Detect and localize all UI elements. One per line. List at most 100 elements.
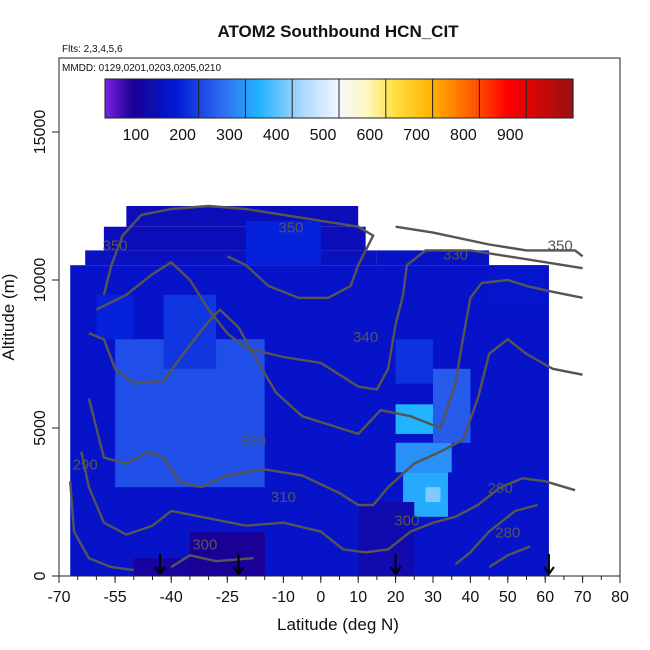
x-tick-label-6: 10 xyxy=(349,589,367,606)
colorbar-swatch-77 xyxy=(405,79,410,118)
colorbar-swatch-70 xyxy=(378,79,383,118)
y-tick-label-3: 15000 xyxy=(32,110,49,155)
contour-line-340-2 xyxy=(95,249,583,391)
colorbar-swatch-31 xyxy=(225,79,231,118)
colorbar-tick-label-5: 600 xyxy=(356,127,383,144)
colorbar-swatch-102 xyxy=(502,79,508,118)
colorbar-swatch-81 xyxy=(420,79,426,118)
contour-line-290-6 xyxy=(69,481,134,572)
colorbar-swatch-116 xyxy=(557,79,562,118)
colorbar-swatch-63 xyxy=(350,79,356,118)
heatmap-cells xyxy=(70,206,549,576)
heatmap-cell-14 xyxy=(433,368,471,443)
x-tick-label-12: 70 xyxy=(574,589,592,606)
colorbar-swatch-49 xyxy=(296,79,301,118)
contour-line-280-9 xyxy=(488,545,531,569)
contour-line-350-0 xyxy=(102,204,375,299)
colorbar-swatch-23 xyxy=(194,79,200,118)
colorbar-swatch-35 xyxy=(241,79,246,118)
colorbar-swatch-38 xyxy=(253,79,258,118)
dates-subtitle: MMDD: 0129,0201,0203,0205,0210 xyxy=(62,63,221,74)
colorbar-swatch-71 xyxy=(381,79,387,118)
colorbar-swatch-52 xyxy=(307,79,313,118)
colorbar-swatch-9 xyxy=(140,79,145,118)
colorbar-swatch-41 xyxy=(264,79,270,118)
colorbar-swatch-4 xyxy=(120,79,126,118)
colorbar-swatch-74 xyxy=(393,79,399,118)
colorbar-swatch-37 xyxy=(249,79,254,118)
chart-title: ATOM2 Southbound HCN_CIT xyxy=(217,22,459,41)
colorbar-swatch-113 xyxy=(545,79,551,118)
flights-subtitle: Flts: 2,3,4,5,6 xyxy=(62,44,123,55)
y-tick-label-1: 5000 xyxy=(32,410,49,446)
colorbar-swatch-104 xyxy=(510,79,516,118)
colorbar-swatch-85 xyxy=(436,79,441,118)
colorbar-swatch-106 xyxy=(518,79,523,118)
flight-arrow-head-1 xyxy=(232,566,245,576)
colorbar-swatch-15 xyxy=(163,79,168,118)
colorbar-swatch-95 xyxy=(475,79,480,118)
flight-arrow-1 xyxy=(232,554,245,576)
x-tick-label-1: -55 xyxy=(104,589,127,606)
colorbar-swatch-22 xyxy=(190,79,196,118)
colorbar-swatch-16 xyxy=(167,79,172,118)
colorbar-swatch-110 xyxy=(534,79,539,118)
colorbar-swatch-117 xyxy=(561,79,566,118)
heatmap-cell-9 xyxy=(133,558,190,576)
colorbar-swatch-59 xyxy=(335,79,340,118)
colorbar-swatch-36 xyxy=(245,79,250,118)
heatmap-cell-8 xyxy=(189,531,265,576)
colorbar-swatch-68 xyxy=(370,79,375,118)
colorbar-swatch-84 xyxy=(432,79,438,118)
colorbar-swatch-28 xyxy=(214,79,219,118)
colorbar-swatch-14 xyxy=(159,79,165,118)
colorbar-frame xyxy=(104,78,574,119)
colorbar-swatch-100 xyxy=(495,79,500,118)
colorbar-swatch-6 xyxy=(128,79,133,118)
heatmap-cell-18 xyxy=(246,220,321,266)
colorbar: 100 200 300 400 500 600 700 800 900 xyxy=(104,78,574,144)
heatmap-cell-4 xyxy=(376,250,490,266)
flight-arrow-head-2 xyxy=(389,566,402,576)
colorbar-swatch-60 xyxy=(339,79,344,118)
colorbar-swatch-20 xyxy=(183,79,188,118)
colorbar-swatch-119 xyxy=(569,79,574,118)
colorbar-swatch-45 xyxy=(280,79,285,118)
colorbar-swatch-12 xyxy=(151,79,157,118)
colorbar-swatch-46 xyxy=(284,79,289,118)
flight-arrows xyxy=(154,554,555,576)
contour-label-7: 300 xyxy=(192,536,217,553)
colorbar-tick-label-3: 400 xyxy=(263,127,290,144)
x-tick-label-13: 80 xyxy=(611,589,629,606)
colorbar-swatch-30 xyxy=(222,79,227,118)
colorbar-swatch-39 xyxy=(257,79,262,118)
colorbar-swatch-87 xyxy=(444,79,449,118)
contour-label-5: 320 xyxy=(241,433,266,450)
colorbar-swatch-43 xyxy=(272,79,278,118)
colorbar-swatch-8 xyxy=(136,79,141,118)
colorbar-swatch-47 xyxy=(288,79,293,118)
colorbar-tick-label-4: 500 xyxy=(310,127,337,144)
colorbar-swatch-91 xyxy=(459,79,465,118)
flight-arrow-2 xyxy=(389,554,402,576)
colorbar-swatch-33 xyxy=(233,79,239,118)
contour-label-8: 300 xyxy=(394,513,419,530)
colorbar-swatch-62 xyxy=(346,79,352,118)
colorbar-swatch-86 xyxy=(440,79,445,118)
colorbar-tick-label-0: 100 xyxy=(122,127,149,144)
colorbar-swatch-92 xyxy=(463,79,469,118)
contour-label-0: 350 xyxy=(278,220,303,237)
contour-line-290-8 xyxy=(454,503,539,566)
colorbar-swatch-50 xyxy=(300,79,305,118)
colorbar-swatch-26 xyxy=(206,79,211,118)
y-tick-label-2: 10000 xyxy=(32,258,49,303)
colorbar-swatch-83 xyxy=(428,79,434,118)
colorbar-swatch-54 xyxy=(315,79,321,118)
contour-label-6: 310 xyxy=(271,489,296,506)
colorbar-swatch-109 xyxy=(530,79,535,118)
x-tick-label-7: 20 xyxy=(387,589,405,606)
heatmap-cell-15 xyxy=(395,339,433,384)
colorbar-swatch-101 xyxy=(498,79,504,118)
contour-label-9: 290 xyxy=(73,456,98,473)
